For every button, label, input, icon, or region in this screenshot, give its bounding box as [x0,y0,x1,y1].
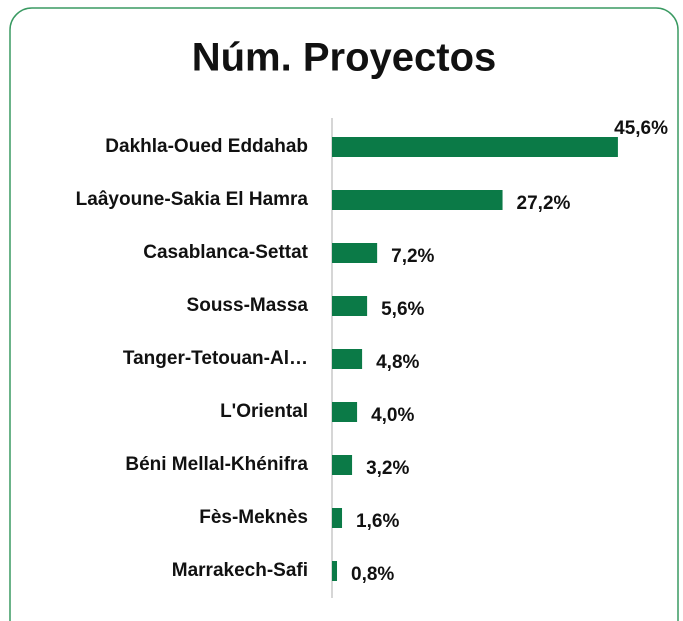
bar [332,243,378,263]
value-label: 0,8% [351,564,394,585]
value-label: 27,2% [517,193,571,214]
bar [332,561,338,581]
category-label: Dakhla-Oued Eddahab [105,136,308,157]
category-label: Laâyoune-Sakia El Hamra [76,189,309,210]
bar [332,455,353,475]
chart-title: Núm. Proyectos [192,36,497,80]
value-label: 1,6% [356,511,399,532]
category-label: Marrakech-Safi [172,560,308,581]
bar [332,402,358,422]
value-label: 7,2% [391,246,434,267]
category-label: Béni Mellal-Khénifra [125,454,308,475]
bar [332,296,368,316]
bar [332,508,343,528]
value-label: 4,0% [371,405,414,426]
value-label: 4,8% [376,352,419,373]
category-label: Souss-Massa [187,295,309,316]
category-label: Casablanca-Settat [143,242,308,263]
category-label: L'Oriental [220,401,308,422]
bar [332,349,363,369]
category-label: Tanger-Tetouan-Al… [123,348,308,369]
bar [332,190,503,210]
value-label: 3,2% [366,458,409,479]
value-label: 5,6% [381,299,424,320]
value-label: 45,6% [614,118,668,139]
category-label: Fès-Meknès [199,507,308,528]
bar [332,137,618,157]
